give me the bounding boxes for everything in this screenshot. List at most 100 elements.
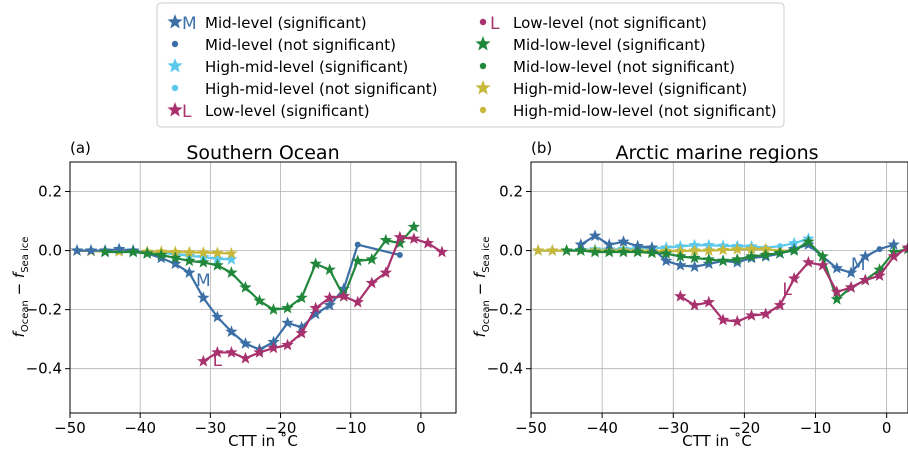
data-point-star-mid-low-level	[155, 248, 168, 261]
data-point-star-low-level	[393, 230, 407, 243]
y-axis-label-a: fOcean − fSea ice	[10, 237, 31, 338]
legend-tag-low-level-not-significant: L	[490, 14, 500, 34]
data-point-star-mid-level	[844, 266, 858, 278]
data-point-star-high-mid-low-level	[531, 244, 545, 256]
data-point-star-mid-low-level	[407, 220, 421, 233]
y-axis-label-b-f: f	[471, 329, 489, 337]
data-point-star-mid-low-level	[617, 245, 630, 258]
data-point-star-high-mid-low-level	[169, 245, 182, 258]
data-point-star-mid-low-level	[773, 246, 787, 259]
data-point-star-mid-level	[84, 244, 98, 256]
data-point-star-mid-level	[295, 320, 308, 333]
data-point-dot-high-mid-level	[776, 243, 783, 250]
data-point-star-mid-low-level	[126, 245, 140, 258]
data-point-star-low-level	[309, 301, 322, 314]
axes-frame-b	[530, 161, 908, 414]
data-point-star-mid-low-level	[281, 301, 294, 314]
y-axis-label-a-f: f	[10, 329, 28, 337]
data-point-star-low-level	[407, 232, 421, 245]
data-point-star-low-level	[702, 295, 716, 308]
data-point-star-mid-low-level	[365, 252, 378, 265]
data-point-star-low-level	[225, 345, 238, 358]
y-axis-label-a-sub1: Ocean	[20, 300, 31, 332]
x-tick-label: −50	[54, 419, 86, 437]
data-point-dot-mid-level	[876, 246, 883, 253]
chart-title-southern-ocean: Southern Ocean	[186, 142, 339, 164]
legend-label-high-mid-level-significant: High-mid-level (significant)	[205, 58, 408, 76]
data-point-star-high-mid-low-level	[731, 242, 744, 255]
legend-label-low-level-not-significant: Low-level (not significant)	[513, 14, 707, 32]
legend: M Mid-level (significant) Mid-level (not s…	[156, 2, 785, 128]
y-axis-label-b-sub2: Sea ice	[481, 237, 492, 273]
data-point-star-mid-level	[574, 238, 587, 250]
data-point-star-mid-level	[211, 310, 224, 323]
data-point-star-low-level	[674, 289, 687, 302]
data-point-star-high-mid-low-level	[702, 244, 716, 256]
data-point-dot-mid-level	[396, 252, 403, 259]
data-point-star-mid-low-level	[393, 236, 407, 249]
legend-marker-mid-low-level-not-significant	[479, 62, 487, 70]
data-point-star-high-mid-level	[225, 252, 238, 265]
data-point-star-mid-level	[323, 298, 336, 311]
data-point-star-low-level	[295, 326, 308, 339]
x-axis-label-a: CTT in ˚C	[228, 432, 298, 450]
data-point-star-low-level	[435, 245, 449, 258]
data-point-star-mid-low-level	[659, 247, 673, 259]
data-point-star-mid-low-level	[351, 254, 364, 267]
data-point-star-mid-level	[239, 337, 252, 349]
legend-label-mid-level-not-significant: Mid-level (not significant)	[205, 36, 396, 54]
data-point-star-mid-level	[859, 249, 872, 262]
data-point-star-high-mid-level	[788, 236, 801, 249]
legend-marker-mid-level-not-significant	[171, 40, 179, 48]
data-point-star-mid-level	[112, 242, 126, 255]
legend-marker-high-mid-low-level-not-significant	[479, 106, 487, 114]
x-tick-label: −40	[586, 419, 618, 437]
data-point-star-mid-level	[588, 229, 602, 242]
x-tick-label: −30	[657, 419, 689, 437]
legend-marker-low-level-not-significant	[479, 18, 487, 26]
legend-label-high-mid-low-level-significant: High-mid-low-level (significant)	[513, 80, 747, 98]
data-point-star-mid-low-level	[560, 244, 573, 256]
data-point-star-mid-level	[70, 244, 84, 256]
data-point-star-mid-level	[281, 316, 294, 329]
data-point-star-mid-low-level	[802, 235, 815, 247]
legend-marker-high-mid-low-level-significant	[475, 80, 491, 95]
data-point-star-low-level	[253, 345, 266, 358]
data-point-star-low-level	[802, 255, 815, 268]
data-point-star-mid-level	[183, 266, 196, 278]
data-point-star-low-level	[788, 272, 801, 284]
x-tick-label: −10	[800, 419, 832, 437]
data-point-star-low-level	[323, 291, 336, 304]
x-tick-label: 0	[882, 419, 892, 437]
panel-label-b: (b)	[531, 139, 552, 157]
legend-marker-high-mid-level-not-significant	[171, 84, 179, 92]
chart-title-arctic: Arctic marine regions	[615, 142, 818, 164]
data-point-star-mid-level	[617, 235, 630, 247]
legend-marker-mid-level-significant	[167, 14, 183, 29]
series-tag-low-level: L	[782, 280, 792, 300]
data-point-star-high-mid-low-level	[183, 245, 196, 258]
series-line-low-level	[679, 246, 908, 323]
data-point-star-mid-low-level	[816, 249, 829, 262]
data-point-star-mid-low-level	[603, 245, 616, 258]
data-point-star-mid-level	[603, 238, 616, 250]
data-point-star-mid-level	[309, 307, 322, 320]
data-point-star-low-level	[759, 307, 772, 320]
data-point-star-mid-low-level	[745, 249, 758, 262]
y-tick-label: −0.4	[26, 360, 62, 378]
data-point-star-mid-low-level	[716, 254, 730, 267]
data-point-star-mid-level	[674, 258, 687, 271]
y-axis-label-b-minus: −	[471, 278, 489, 300]
series-line-low-level	[202, 236, 443, 363]
data-point-star-mid-level	[830, 261, 844, 274]
data-point-star-mid-level	[688, 260, 701, 273]
series-group-a: ML	[70, 220, 449, 371]
legend-label-high-mid-low-level-not-significant: High-mid-low-level (not significant)	[513, 102, 777, 120]
y-axis-label-b: fOcean − fSea ice	[471, 237, 492, 338]
x-axis-label-b: CTT in ˚C	[682, 432, 752, 450]
legend-marker-mid-low-level-significant	[475, 36, 491, 51]
data-point-star-mid-low-level	[830, 292, 844, 305]
data-point-star-mid-low-level	[197, 255, 210, 268]
data-point-star-mid-level	[631, 239, 644, 252]
